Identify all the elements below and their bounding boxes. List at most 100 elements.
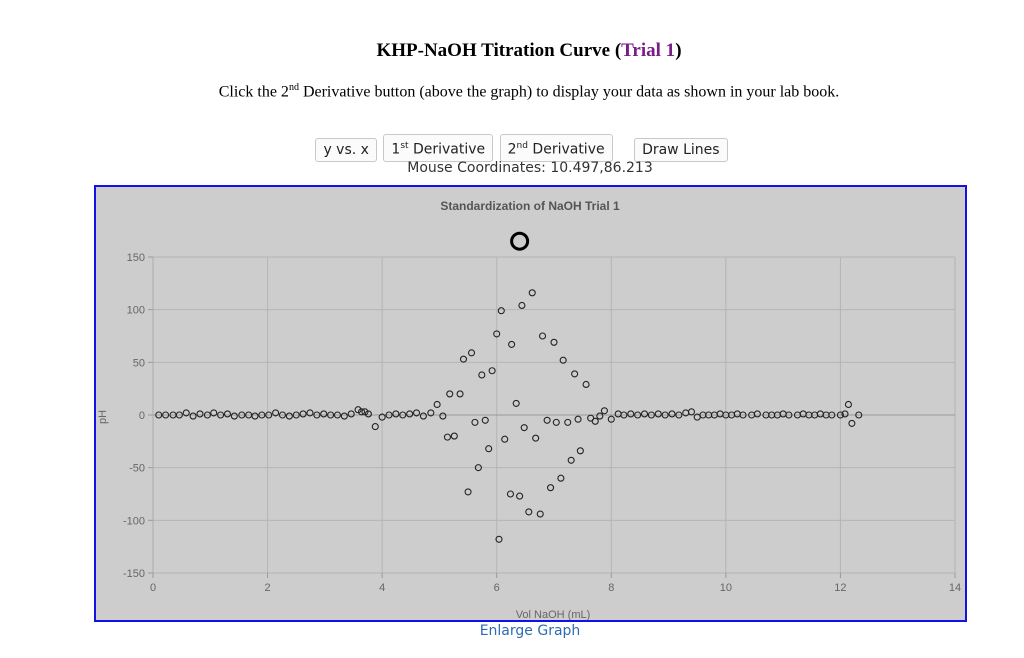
data-point: [779, 410, 787, 418]
data-point: [739, 411, 747, 419]
second-derivative-num: 2: [507, 141, 517, 158]
data-point: [467, 349, 476, 357]
y-tick-label: 50: [133, 357, 145, 369]
data-point: [347, 410, 355, 418]
data-point: [493, 330, 501, 338]
data-point: [506, 490, 515, 498]
data-point: [361, 408, 369, 416]
data-point: [716, 410, 724, 418]
instr-pre: Click the 2: [218, 83, 289, 101]
data-point: [182, 409, 190, 417]
data-point: [238, 411, 246, 419]
data-point: [848, 419, 856, 427]
page-title: KHP-NaOH Titration Curve (Trial 1): [0, 40, 1024, 62]
data-point: [217, 411, 225, 419]
data-point: [285, 412, 293, 420]
data-point: [320, 410, 328, 418]
y-tick-label: 0: [139, 410, 145, 422]
data-point: [189, 412, 197, 420]
data-point: [785, 411, 793, 419]
data-point: [528, 289, 536, 297]
title-close: ): [675, 40, 682, 61]
data-point: [196, 410, 204, 418]
data-point: [223, 410, 232, 418]
y-tick-label: -150: [123, 568, 145, 580]
data-point: [576, 447, 584, 455]
data-point: [313, 411, 321, 419]
enlarge-graph-link[interactable]: Enlarge Graph: [479, 623, 581, 639]
data-point: [495, 535, 503, 543]
data-point: [607, 415, 615, 423]
instructions: Click the 2nd Derivative button (above t…: [0, 82, 1024, 101]
x-tick-label: 6: [494, 582, 500, 594]
data-point: [571, 370, 579, 378]
data-point: [640, 410, 649, 418]
data-point: [525, 508, 533, 516]
data-point: [230, 412, 238, 420]
second-derivative-button[interactable]: 2nd Derivative: [499, 134, 613, 162]
data-point: [538, 332, 547, 340]
tick-labels: 0 2 4 6 8 10 12 14 -150 -100 -50 0 50 100 150: [123, 252, 961, 594]
data-point: [844, 400, 852, 409]
data-point: [155, 411, 163, 419]
x-tick-label: 4: [379, 582, 385, 594]
data-point: [340, 412, 348, 420]
data-point: [668, 410, 676, 418]
draw-lines-button[interactable]: Draw Lines: [634, 137, 728, 162]
data-point: [392, 410, 400, 418]
second-derivative-sup: nd: [516, 141, 528, 151]
data-point: [412, 409, 421, 417]
data-point: [485, 445, 493, 453]
data-point: [841, 410, 849, 418]
title-trial: Trial 1: [621, 40, 676, 61]
data-point: [552, 418, 560, 426]
x-tick-label: 14: [949, 582, 961, 594]
data-point: [564, 418, 572, 426]
data-point: [371, 423, 379, 431]
data-point: [753, 410, 761, 418]
data-point: [614, 410, 622, 418]
first-derivative-num: 1: [391, 141, 401, 158]
data-point: [596, 412, 604, 420]
data-point: [733, 410, 741, 418]
x-tick-label: 2: [265, 582, 271, 594]
data-point: [357, 408, 366, 416]
x-tick-label: 0: [150, 582, 156, 594]
data-point: [559, 356, 567, 364]
data-point: [258, 411, 266, 419]
data-point: [543, 416, 551, 424]
data-point: [378, 413, 386, 421]
data-point: [567, 456, 575, 464]
cursor-marker: [510, 231, 530, 251]
data-point: [354, 406, 362, 414]
data-point: [634, 411, 642, 419]
data-point: [532, 434, 540, 442]
data-point: [427, 409, 435, 417]
data-point: [512, 399, 520, 407]
data-point: [600, 407, 608, 415]
data-point: [501, 435, 509, 443]
instr-post: Derivative button (above the graph) to d…: [298, 83, 840, 101]
second-derivative-word: Derivative: [527, 141, 605, 158]
data-point: [478, 371, 486, 379]
x-axis-label: Vol NaOH (mL): [516, 609, 591, 620]
y-vs-x-button[interactable]: y vs. x: [315, 137, 377, 162]
data-point: [203, 411, 211, 419]
data-points: [155, 231, 863, 543]
data-point: [327, 411, 335, 419]
graph-frame[interactable]: 0 2 4 6 8 10 12 14 -150 -100 -50 0 50 100 150 Standard…: [94, 185, 967, 622]
data-point: [574, 415, 582, 423]
chart-svg[interactable]: 0 2 4 6 8 10 12 14 -150 -100 -50 0 50 100 150 Standard…: [96, 187, 965, 621]
data-point: [620, 411, 628, 419]
data-point: [647, 411, 655, 419]
data-point: [399, 411, 407, 419]
data-point: [419, 412, 427, 420]
data-point: [162, 411, 170, 419]
chart-title: Standardization of NaOH Trial 1: [440, 199, 620, 213]
first-derivative-button[interactable]: 1st Derivative: [383, 134, 494, 162]
y-axis-label: pH: [97, 410, 109, 424]
data-point: [474, 464, 482, 472]
data-point: [497, 307, 505, 315]
data-point: [836, 411, 844, 419]
data-point: [582, 380, 590, 389]
